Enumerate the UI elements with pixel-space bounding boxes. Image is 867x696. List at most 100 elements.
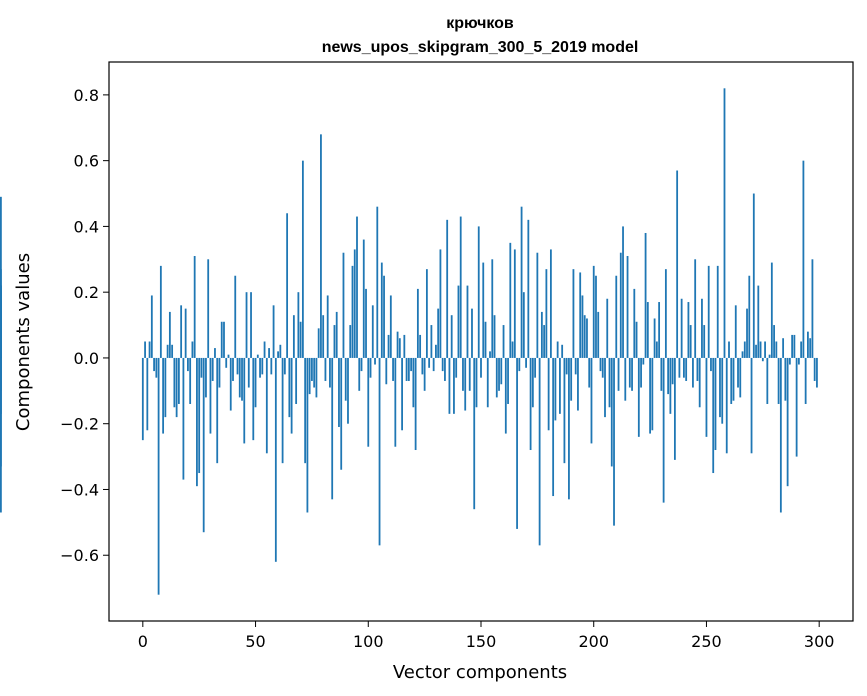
bar — [286, 213, 289, 358]
bar — [214, 348, 216, 358]
bar — [640, 357, 642, 388]
bar — [385, 357, 388, 385]
bar — [299, 321, 302, 358]
bar — [146, 357, 149, 431]
bar — [480, 357, 482, 378]
x-tick-label: 0 — [138, 632, 148, 651]
bar — [351, 265, 354, 358]
bar — [489, 351, 491, 358]
bar — [746, 308, 748, 358]
x-axis-ticks: 0 50 100 150 200 250 300 — [138, 621, 834, 651]
bar — [588, 357, 591, 388]
bar — [148, 341, 151, 358]
bar — [209, 357, 212, 434]
bar — [211, 357, 214, 381]
bar — [678, 357, 681, 378]
bar — [232, 357, 234, 381]
bar — [777, 357, 780, 404]
bar — [0, 357, 2, 414]
bar — [153, 357, 155, 372]
bar — [757, 285, 760, 358]
bar — [750, 357, 753, 454]
bar — [721, 357, 724, 424]
bar — [633, 288, 636, 358]
bar — [259, 357, 261, 378]
bar — [719, 357, 721, 418]
bar — [637, 357, 640, 437]
bar — [376, 206, 379, 358]
bar — [568, 357, 570, 500]
y-tick-label: −0.2 — [60, 415, 99, 434]
bar — [759, 341, 762, 358]
bar — [694, 259, 697, 358]
bar — [277, 351, 279, 358]
bar — [216, 357, 219, 464]
bar — [473, 357, 476, 510]
bar — [356, 216, 358, 358]
bar — [728, 341, 730, 358]
bar — [716, 265, 719, 358]
bar — [734, 305, 737, 358]
bar — [554, 357, 557, 421]
bar — [459, 216, 462, 358]
bar — [394, 357, 397, 447]
bar — [457, 285, 460, 358]
bar — [243, 357, 246, 444]
bar — [710, 357, 712, 372]
x-tick-label: 50 — [245, 632, 265, 651]
bar — [281, 357, 284, 464]
bar — [696, 357, 699, 381]
bar — [500, 357, 503, 385]
bar — [238, 357, 241, 398]
bar — [462, 357, 464, 391]
bar — [782, 338, 785, 358]
bar — [466, 285, 469, 358]
bar — [362, 239, 365, 358]
bar — [428, 357, 431, 368]
bar — [622, 226, 624, 358]
bar — [313, 357, 316, 388]
bar — [403, 334, 406, 358]
bar — [493, 315, 496, 358]
bar — [809, 338, 812, 358]
y-axis-label: Components values — [13, 253, 34, 431]
bar — [748, 275, 751, 358]
bar — [658, 302, 661, 358]
bar — [207, 259, 210, 358]
bar — [236, 357, 239, 375]
bar — [444, 357, 446, 381]
y-tick-label: 0.0 — [74, 349, 99, 368]
bar — [450, 315, 453, 358]
bar — [653, 318, 656, 358]
bar — [308, 357, 311, 395]
bar — [788, 357, 791, 365]
bar — [347, 357, 349, 424]
bar — [807, 331, 809, 358]
bar — [644, 232, 647, 358]
bar — [570, 357, 573, 401]
bar — [358, 357, 361, 391]
bar — [283, 357, 286, 375]
y-tick-label: −0.6 — [60, 546, 99, 565]
y-tick-label: −0.4 — [60, 480, 99, 499]
bar — [306, 357, 309, 513]
bar — [660, 357, 663, 391]
bar — [676, 170, 679, 358]
bar — [610, 357, 613, 467]
bar — [504, 357, 507, 434]
bar — [816, 357, 818, 388]
bar — [184, 308, 187, 358]
bar — [218, 357, 221, 388]
bar — [764, 341, 766, 358]
bar — [543, 325, 546, 358]
bar — [482, 262, 485, 358]
bar — [516, 357, 518, 529]
plot-frame — [108, 61, 854, 622]
bar — [531, 357, 534, 408]
bar — [234, 275, 237, 358]
bar — [0, 285, 2, 358]
x-tick-label: 250 — [691, 632, 722, 651]
bar — [683, 357, 685, 378]
bar — [529, 357, 532, 451]
bar — [619, 252, 622, 358]
